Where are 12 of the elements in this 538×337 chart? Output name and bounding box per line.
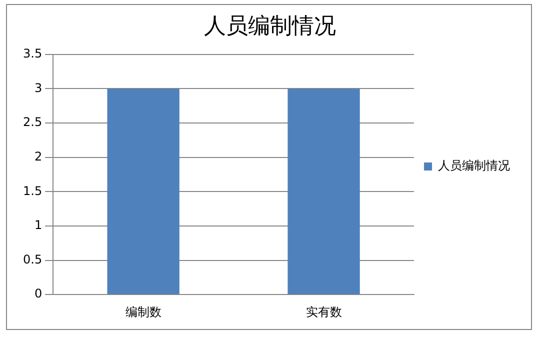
y-tick-label: 0.5 <box>22 252 42 266</box>
legend-label: 人员编制情况 <box>438 158 510 173</box>
chart-title: 人员编制情况 <box>204 14 336 39</box>
y-tick-label: 2 <box>34 149 42 164</box>
y-tick-label: 1 <box>34 218 42 232</box>
y-tick-label: 3 <box>34 80 42 95</box>
y-tick-label: 0 <box>34 286 42 301</box>
x-tick-label: 编制数 <box>125 304 162 319</box>
y-tick-label: 3.5 <box>22 46 42 61</box>
y-tick-label: 1.5 <box>22 184 42 198</box>
x-tick-label: 实有数 <box>306 304 342 319</box>
y-tick-label: 2.5 <box>22 115 42 130</box>
